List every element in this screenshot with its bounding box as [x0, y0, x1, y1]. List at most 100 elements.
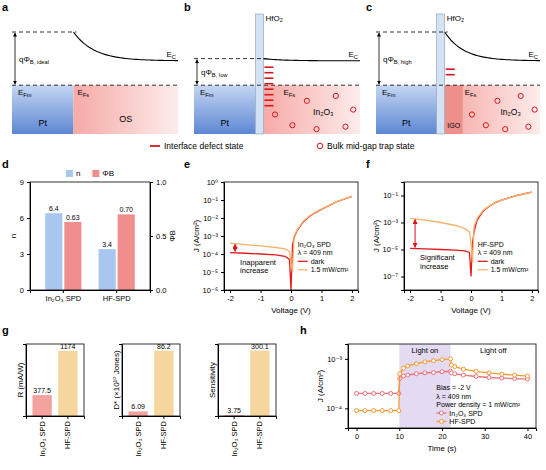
tick-mark	[150, 182, 153, 183]
axis-title: Voltage (V)	[451, 306, 491, 315]
x-axis: In₂O₃ SPD HF-SPD	[219, 416, 277, 457]
legend-swatch	[298, 261, 308, 262]
trap-state	[518, 93, 523, 98]
barrier-arrow	[379, 33, 380, 84]
marker	[389, 409, 393, 413]
tick-mark	[401, 196, 404, 197]
legend-swatch	[317, 143, 323, 149]
y-axis: 10⁻⁴10⁻³	[326, 345, 348, 429]
legend-item: HF-SPD	[436, 418, 475, 425]
legend-swatch	[66, 170, 73, 177]
barrier-label: qΦB, high	[383, 55, 412, 65]
trap-state	[272, 112, 277, 117]
axis-line	[123, 417, 181, 420]
legend-item: n	[66, 169, 80, 178]
data-label: 377.5	[33, 387, 51, 394]
line-chart: -2-101210⁻⁷10⁻⁵10⁻³10⁻¹Voltage (V)J (A/c…	[372, 182, 538, 315]
axis-title: J (A/cm²)	[192, 219, 201, 252]
tick: -1	[438, 290, 445, 303]
tick: 1	[500, 290, 504, 303]
tick: HF-SPD	[255, 416, 264, 449]
semiconductor-region	[73, 85, 178, 134]
tick-label: In₂O₃ SPD	[38, 420, 47, 456]
marker	[423, 360, 427, 364]
tick-mark	[259, 416, 260, 419]
axis-line	[151, 183, 154, 291]
tick: 20	[438, 428, 446, 441]
marker	[406, 373, 410, 377]
legend-swatch	[150, 145, 160, 147]
metal-fermi-label: EFm	[18, 88, 32, 98]
axis-title: Time (s)	[427, 444, 456, 453]
line-chart: 01020304010⁻⁴10⁻³Time (s)J (A/cm²)Light …	[316, 344, 537, 453]
tick: In₂O₃ SPD	[46, 290, 82, 303]
increase-arrow	[415, 219, 416, 247]
tick-mark	[27, 218, 30, 219]
metal-fermi-label: EFm	[382, 88, 396, 98]
plot-frame	[224, 182, 358, 290]
interface-defect	[264, 83, 273, 85]
plot-frame	[348, 344, 536, 428]
bar	[45, 213, 62, 290]
annotation: Power density = 1 mW/cm²	[436, 401, 520, 409]
axis-line	[27, 417, 85, 420]
tick-label: 10⁻⁵	[203, 268, 218, 277]
legend-swatch	[92, 170, 99, 177]
increase-arrow	[235, 244, 236, 251]
tick-mark	[221, 254, 224, 255]
bar-chart: 377.51174In₂O₃ SPDHF-SPDR (mA/W)	[16, 343, 85, 457]
marks	[45, 213, 135, 290]
barrier-label-sub: B, ideal	[30, 59, 49, 65]
tick: 2	[530, 290, 534, 303]
marker	[423, 371, 427, 375]
semiconductor-fermi-label: EFs	[283, 88, 295, 98]
legend-item: ΦB	[92, 169, 114, 178]
marker	[389, 391, 393, 395]
tick-mark	[357, 428, 358, 431]
x-axis: -2-1012	[225, 290, 359, 303]
marker	[453, 365, 457, 369]
bar-chart: 3.75300.1In₂O₃ SPDHF-SPDSensitivity	[208, 343, 277, 457]
marker	[461, 367, 465, 371]
axis-line	[221, 183, 225, 291]
bar	[58, 351, 77, 416]
marker	[398, 372, 402, 376]
metal-region	[376, 85, 437, 134]
band-diagram: bqΦB, lowECEFmEFsPtHfO₂In₂O₃	[184, 1, 360, 134]
tick: 10⁻¹	[203, 196, 224, 205]
conduction-band	[263, 59, 360, 61]
tick: 10⁻³	[383, 218, 404, 227]
tick-label: 0	[469, 294, 473, 303]
bar	[32, 395, 51, 416]
tick: 10⁻⁵	[203, 268, 224, 277]
tick: 10⁻¹	[383, 191, 404, 200]
legend-item: 1.5 mW/cm²	[298, 266, 349, 273]
tick-mark	[345, 408, 348, 409]
marks	[355, 344, 530, 428]
legend-label: dark	[311, 258, 325, 265]
tick-label: 40	[524, 432, 532, 441]
axis-line	[27, 183, 31, 291]
semiconductor-label: OS	[119, 114, 132, 124]
tick: 0.0	[150, 286, 166, 295]
metal-fermi-label-sub: Fm	[205, 92, 214, 98]
bar	[154, 351, 173, 416]
semiconductor-fermi-label: EFs	[465, 88, 477, 98]
legend-label: HF-SPD	[449, 418, 475, 425]
panel-label: f	[366, 158, 370, 170]
bar-chart: 6.43.40.630.70In₂O₃ SPDHF-SPD0369n0.00.5…	[9, 169, 177, 303]
series-line	[230, 196, 352, 290]
axis-line	[31, 291, 151, 294]
trap-state	[333, 93, 338, 98]
tick: In₂O₃ SPD	[230, 416, 239, 457]
marker	[402, 374, 406, 378]
tick: 1.0	[150, 178, 166, 187]
tick-mark	[221, 182, 224, 183]
fermi-level-line	[12, 85, 178, 86]
tick-mark	[230, 290, 231, 293]
x-axis: In₂O₃ SPDHF-SPD	[31, 290, 151, 303]
tick: -1	[258, 290, 265, 303]
metal-fermi-label-sub: Fm	[23, 92, 32, 98]
tick-label: In₂O₃ SPD	[134, 420, 143, 456]
marker	[525, 374, 529, 378]
